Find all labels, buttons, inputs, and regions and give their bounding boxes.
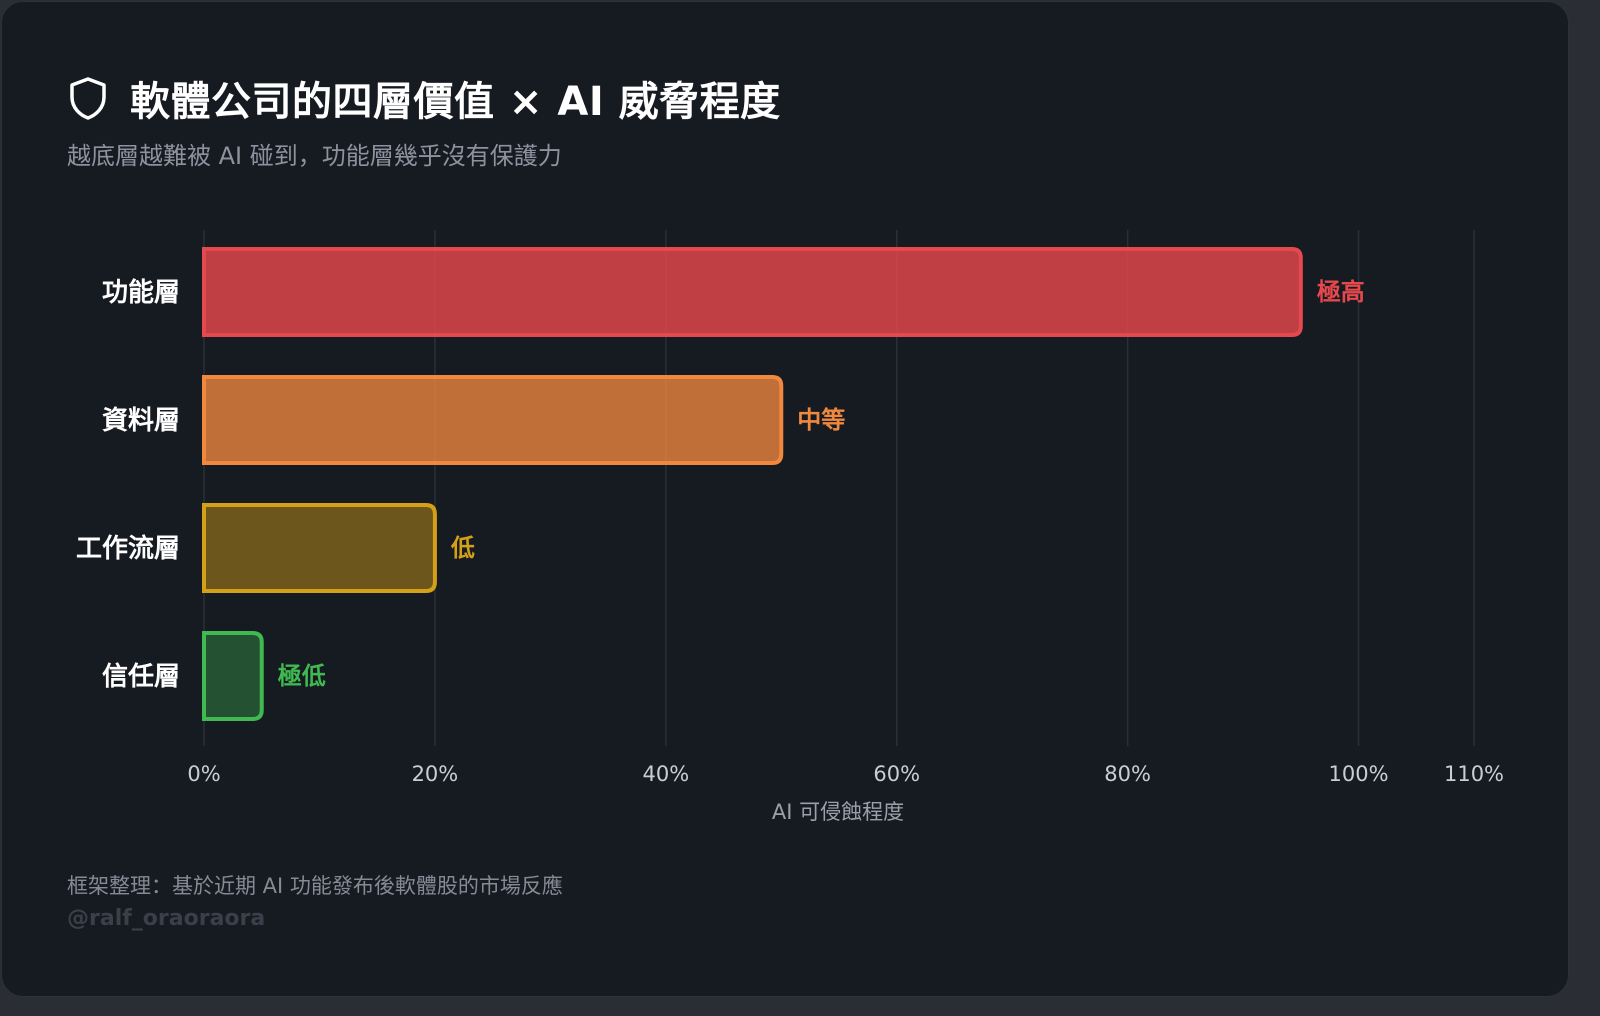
footer-note: 框架整理：基於近期 AI 功能發布後軟體股的市場反應 [67, 874, 563, 898]
title-row: 軟體公司的四層價值 × AI 威脅程度 [68, 72, 781, 125]
category-label: 資料層 [102, 406, 180, 436]
chart-subtitle: 越底層越難被 AI 碰到，功能層幾乎沒有保護力 [67, 142, 562, 170]
x-tick-label: 80% [1104, 762, 1151, 786]
x-tick-label: 110% [1444, 762, 1504, 786]
category-label: 信任層 [102, 662, 180, 692]
data-label: 極高 [1317, 278, 1365, 306]
x-tick-label: 0% [187, 762, 220, 786]
bar [202, 503, 437, 593]
author-credit: @ralf_oraoraora [67, 906, 266, 931]
bars [202, 247, 1303, 721]
category-label: 工作流層 [76, 534, 180, 564]
category-label: 功能層 [102, 277, 180, 308]
chart-title: 軟體公司的四層價值 × AI 威脅程度 [130, 79, 781, 125]
x-tick-label: 100% [1329, 762, 1389, 786]
chart-card: 軟體公司的四層價值 × AI 威脅程度 越底層越難被 AI 碰到，功能層幾乎沒有… [1, 1, 1569, 997]
x-tick-label: 20% [412, 762, 459, 786]
data-label: 極低 [278, 662, 326, 690]
shield-icon [70, 77, 106, 120]
x-axis-title: AI 可侵蝕程度 [772, 800, 904, 824]
x-tick-label: 60% [873, 762, 920, 786]
x-tick-label: 40% [642, 762, 689, 786]
data-label: 中等 [797, 406, 845, 434]
bar [202, 375, 784, 465]
data-label: 低 [450, 534, 475, 562]
x-tick-labels: 0% 20% 40% 60% 80% 100% 110% [187, 762, 1504, 786]
bar [202, 631, 264, 721]
bar [202, 247, 1303, 337]
